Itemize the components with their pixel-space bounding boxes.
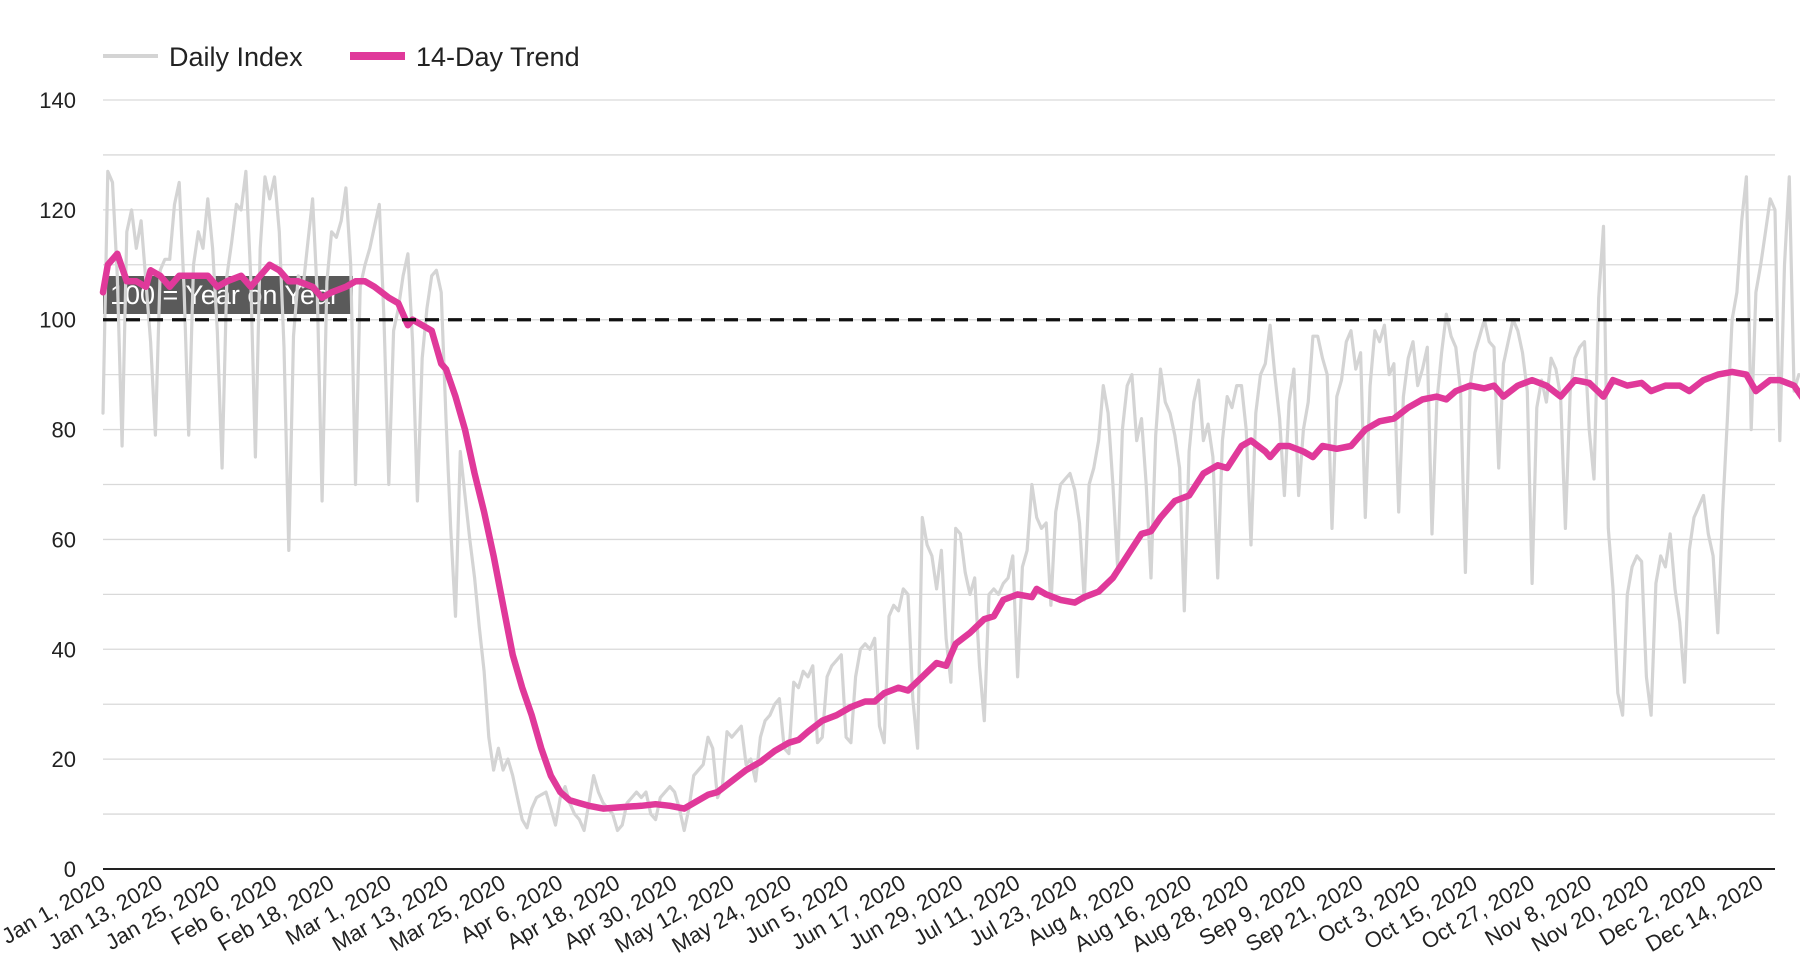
series-line-14-day-trend [99,250,1800,812]
series-line-daily-index [101,169,1800,833]
y-tick-label-40: 40 [52,637,76,662]
y-tick-label-60: 60 [52,527,76,552]
y-tick-label-80: 80 [52,418,76,443]
y-axis-ticks: 0 20 40 60 80 100 120 140 [39,88,76,882]
y-tick-label-100: 100 [39,308,76,333]
y-tick-label-120: 120 [39,198,76,223]
y-tick-label-140: 140 [39,88,76,113]
legend-label-14-day-trend: 14-Day Trend [416,42,580,72]
series-layer [99,169,1800,833]
y-tick-label-20: 20 [52,747,76,772]
legend-label-daily-index: Daily Index [169,42,303,72]
y-tick-label-0: 0 [64,857,76,882]
legend: Daily Index 14-Day Trend [103,42,580,72]
